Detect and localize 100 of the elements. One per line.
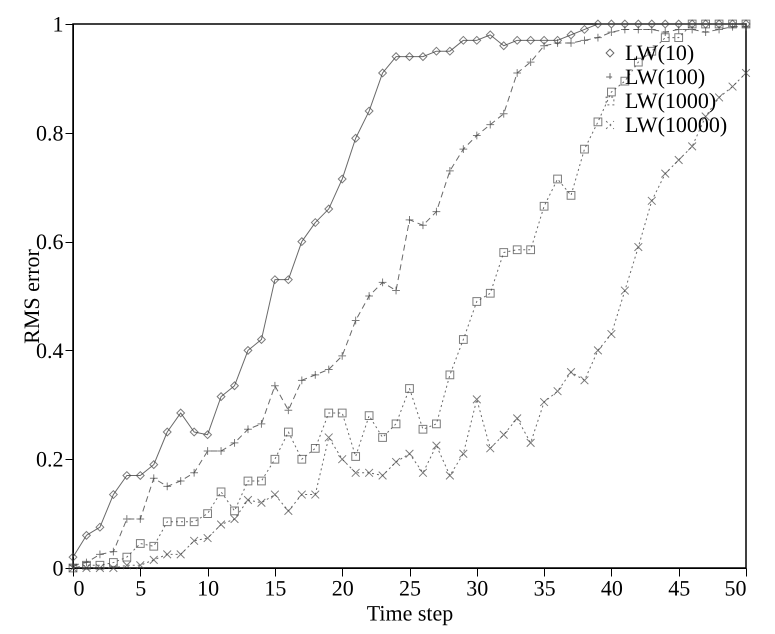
point	[284, 428, 293, 436]
point	[378, 433, 387, 442]
point	[190, 428, 199, 436]
x-tick-label: 25	[399, 576, 421, 600]
point	[162, 517, 172, 526]
point	[405, 384, 414, 393]
point	[96, 560, 104, 570]
point	[257, 335, 266, 344]
point	[553, 36, 562, 45]
point	[364, 411, 374, 420]
point	[270, 490, 280, 499]
x-tick-label: 35	[534, 576, 556, 600]
point	[512, 36, 522, 45]
point	[190, 536, 199, 546]
point	[458, 335, 468, 344]
x-tick-label: 40	[600, 576, 623, 600]
point	[230, 514, 239, 524]
point	[728, 82, 737, 91]
point	[122, 552, 132, 562]
y-tick-label: 1	[52, 12, 64, 36]
point	[594, 20, 602, 28]
point	[149, 460, 158, 470]
point	[540, 398, 548, 406]
point	[418, 468, 428, 478]
point	[230, 506, 239, 516]
point	[607, 20, 616, 28]
legend-label: LW(10)	[625, 40, 694, 65]
x-tick-label: 50	[724, 576, 746, 600]
point	[297, 490, 306, 499]
point	[392, 419, 400, 428]
x-tick-label: 30	[466, 576, 488, 600]
point	[82, 560, 91, 570]
x-tick-label: 10	[197, 576, 220, 600]
point	[122, 560, 132, 570]
x-tick-label: 0	[74, 576, 84, 600]
point	[109, 558, 118, 567]
point	[499, 430, 508, 440]
point	[324, 204, 334, 214]
point	[432, 46, 441, 56]
point	[512, 245, 522, 254]
point	[486, 444, 495, 453]
point	[338, 454, 347, 464]
point	[364, 468, 374, 478]
point	[96, 564, 104, 572]
point	[486, 288, 495, 298]
point	[338, 408, 347, 418]
point	[122, 471, 132, 480]
point	[674, 20, 684, 28]
point	[742, 68, 750, 78]
point	[446, 370, 454, 380]
point	[446, 46, 454, 56]
point	[351, 452, 360, 461]
point	[310, 490, 320, 499]
point	[688, 142, 697, 151]
point	[162, 550, 172, 559]
point	[162, 428, 172, 436]
point	[647, 196, 656, 206]
legend-label: LW(100)	[625, 64, 706, 89]
x-tick-label: 15	[264, 576, 286, 600]
point	[634, 242, 643, 252]
point	[96, 522, 104, 532]
point	[647, 20, 656, 28]
point	[526, 36, 536, 45]
point	[418, 52, 428, 62]
point	[176, 408, 186, 418]
point	[566, 190, 576, 200]
point	[472, 394, 482, 404]
point	[176, 550, 186, 559]
point	[270, 454, 280, 464]
point	[580, 25, 589, 34]
point	[607, 330, 616, 338]
point	[324, 408, 334, 418]
point	[68, 552, 78, 562]
point	[580, 376, 589, 385]
point	[351, 134, 360, 143]
point	[526, 438, 536, 448]
point	[109, 564, 118, 572]
point	[660, 33, 670, 42]
point	[284, 506, 293, 516]
point	[607, 88, 616, 96]
point	[364, 106, 374, 116]
point	[284, 275, 293, 284]
point	[566, 368, 576, 377]
point	[203, 534, 212, 542]
point	[446, 471, 454, 480]
point	[216, 520, 226, 529]
point	[244, 476, 252, 486]
point	[257, 476, 266, 486]
point	[392, 52, 400, 62]
legend-label: LW(1000)	[625, 88, 716, 113]
point	[553, 386, 562, 396]
point	[190, 517, 199, 526]
point	[203, 430, 212, 440]
point	[674, 156, 684, 164]
point	[472, 36, 482, 45]
point	[82, 530, 91, 540]
point	[432, 441, 441, 450]
y-tick-label: 0.8	[36, 120, 64, 146]
point	[216, 487, 226, 496]
point	[297, 454, 306, 464]
